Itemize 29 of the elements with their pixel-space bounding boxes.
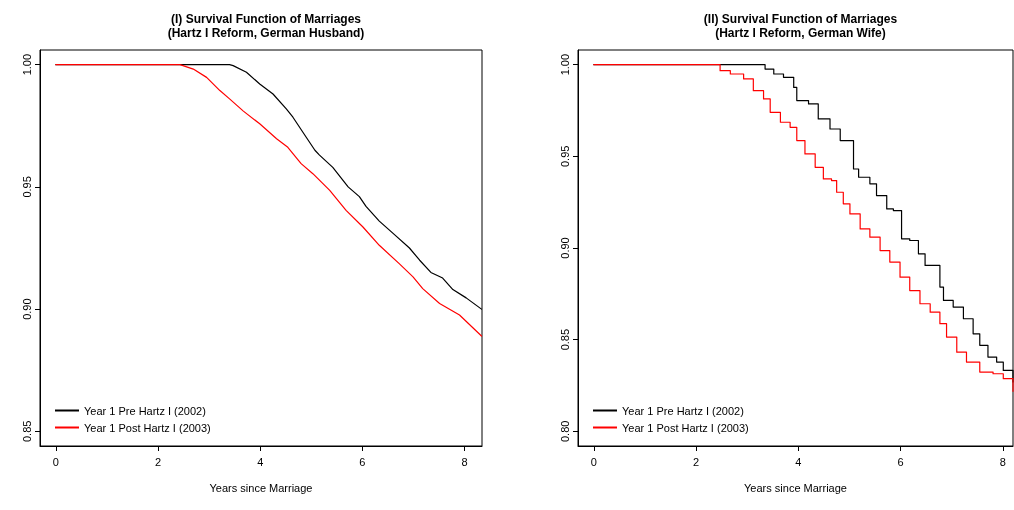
y-tick-label: 0.85 xyxy=(558,328,571,351)
chart-title: (II) Survival Function of Marriages xyxy=(703,12,898,26)
chart-subtitle: (Hartz I Reform, German Wife) xyxy=(715,26,886,40)
y-tick-label: 0.90 xyxy=(558,237,571,259)
x-tick-label: 8 xyxy=(999,455,1006,468)
x-tick-label: 4 xyxy=(795,455,802,468)
y-tick-label: 0.95 xyxy=(558,145,571,168)
x-tick-label: 2 xyxy=(693,455,700,468)
y-tick-label: 1.00 xyxy=(20,53,33,76)
x-tick-label: 0 xyxy=(52,455,59,468)
x-tick-label: 0 xyxy=(590,455,597,468)
x-tick-label: 6 xyxy=(359,455,366,468)
x-tick-label: 8 xyxy=(461,455,468,468)
x-axis-title: Years since Marriage xyxy=(209,481,313,494)
y-tick-label: 0.95 xyxy=(20,176,33,198)
chart-title: (I) Survival Function of Marriages xyxy=(170,12,362,26)
y-tick-label: 0.85 xyxy=(20,420,33,443)
legend-label: Year 1 Post Hartz I (2003) xyxy=(84,421,211,434)
y-tick-label: 1.00 xyxy=(558,53,571,76)
x-tick-label: 6 xyxy=(897,455,904,468)
y-tick-label: 0.90 xyxy=(20,298,33,320)
legend-label: Year 1 Pre Hartz I (2002) xyxy=(84,404,206,417)
chart-subtitle: (Hartz I Reform, German Husband) xyxy=(167,26,365,40)
x-axis-title: Years since Marriage xyxy=(744,481,847,494)
x-tick-label: 4 xyxy=(257,455,264,468)
y-tick-label: 0.80 xyxy=(558,420,571,443)
legend-label: Year 1 Pre Hartz I (2002) xyxy=(622,404,744,417)
x-tick-label: 2 xyxy=(154,455,162,468)
legend-label: Year 1 Post Hartz I (2003) xyxy=(622,421,749,434)
